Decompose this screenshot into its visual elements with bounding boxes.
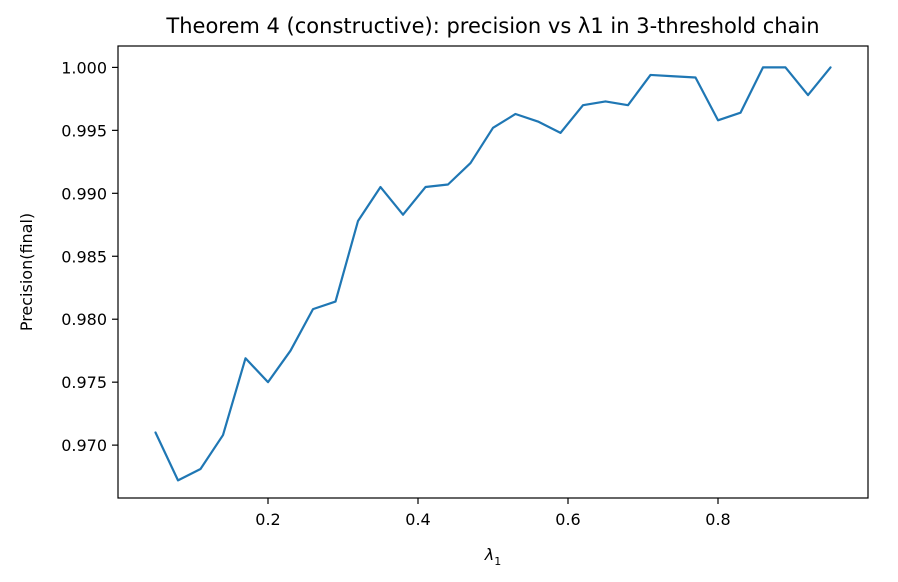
chart-title: Theorem 4 (constructive): precision vs λ…: [165, 14, 819, 38]
x-tick-label: 0.6: [555, 510, 580, 529]
y-tick-label: 1.000: [61, 58, 107, 77]
y-tick-label: 0.970: [61, 436, 107, 455]
y-tick-label: 0.975: [61, 373, 107, 392]
y-tick-label: 0.980: [61, 310, 107, 329]
y-axis-label: Precision(final): [17, 213, 36, 331]
y-tick-label: 0.995: [61, 121, 107, 140]
x-axis: 0.2 0.4 0.6 0.8: [255, 498, 731, 529]
plot-area: [117, 45, 869, 499]
plot-frame: [117, 45, 869, 499]
x-tick-label: 0.4: [405, 510, 430, 529]
x-tick-label: 0.8: [705, 510, 730, 529]
x-axis-label: λ1: [484, 545, 501, 568]
x-axis-label-main: λ: [484, 545, 494, 564]
y-tick-label: 0.985: [61, 247, 107, 266]
series-line: [154, 66, 832, 482]
y-axis: 0.970 0.975 0.980 0.985 0.990 0.995 1.000: [61, 58, 118, 455]
x-tick-label: 0.2: [255, 510, 280, 529]
y-tick-label: 0.990: [61, 184, 107, 203]
x-axis-label-subscript: 1: [494, 555, 501, 568]
